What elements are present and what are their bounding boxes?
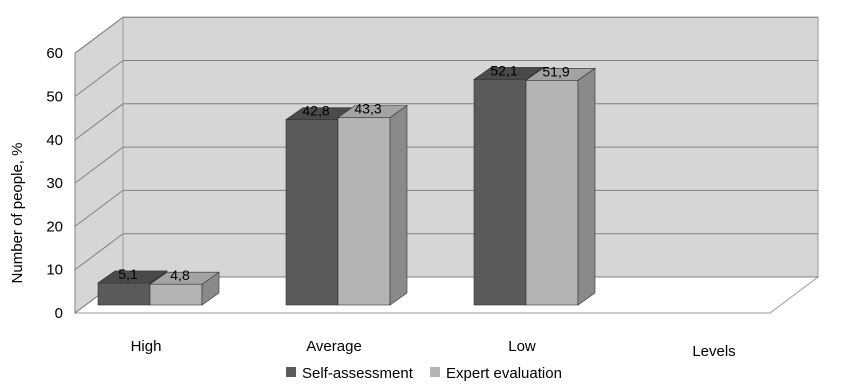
y-tick-label: 0	[55, 305, 63, 322]
y-tick-labels: 0 10 20 30 40 50 60	[46, 45, 63, 322]
data-label: 42,8	[302, 103, 329, 119]
legend: Self-assessment Expert evaluation	[286, 365, 562, 382]
legend-label: Self-assessment	[302, 365, 414, 382]
y-tick-label: 40	[46, 132, 63, 149]
bar-front	[97, 282, 151, 306]
data-label: 4,8	[170, 267, 190, 283]
y-tick-label: 10	[46, 262, 63, 279]
x-category-label: High	[131, 338, 162, 355]
data-label: 52,1	[490, 62, 517, 78]
data-labels: 5,1 4,8 42,8 43,3 52,1 51,9	[118, 62, 570, 283]
x-category-label: Low	[508, 338, 536, 355]
bar-front	[337, 117, 391, 306]
category-labels: High Average Low Levels	[131, 338, 736, 360]
bar-top	[525, 67, 596, 81]
data-label: 43,3	[354, 101, 381, 117]
y-axis-title: Number of people, %	[9, 143, 26, 284]
bar-top	[337, 105, 408, 118]
bar-top	[97, 270, 168, 284]
y-tick-label: 50	[46, 89, 63, 106]
bars	[97, 66, 596, 306]
bar-side	[577, 67, 596, 306]
data-label: 51,9	[542, 63, 569, 79]
gridline	[74, 16, 818, 54]
gridline	[74, 60, 818, 97]
bar-front	[149, 283, 203, 306]
bar-side	[389, 104, 408, 306]
legend-label: Expert evaluation	[446, 365, 562, 382]
bar-front	[525, 79, 579, 306]
x-category-label: Average	[306, 338, 362, 355]
bar-top	[149, 271, 220, 285]
x-axis-title: Levels	[692, 343, 735, 360]
y-tick-label: 60	[46, 45, 63, 62]
data-label: 5,1	[118, 266, 138, 282]
y-tick-label: 30	[46, 175, 63, 192]
legend-swatch	[430, 367, 440, 377]
bar-front	[285, 119, 339, 306]
bar-top	[473, 67, 544, 80]
bar-front	[473, 79, 527, 306]
y-tick-label: 20	[46, 218, 63, 235]
legend-swatch	[286, 367, 296, 377]
